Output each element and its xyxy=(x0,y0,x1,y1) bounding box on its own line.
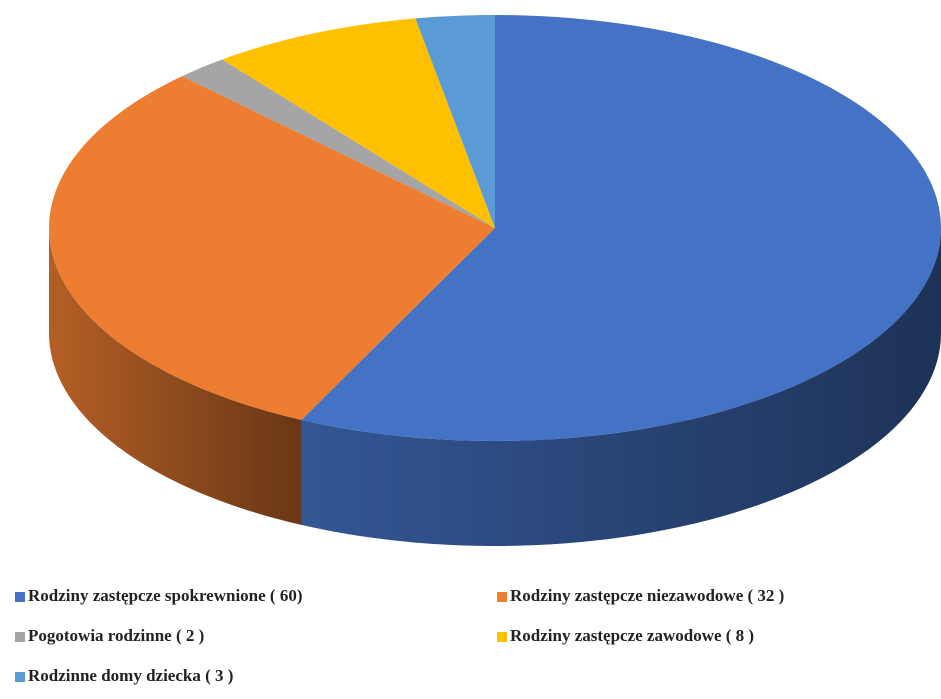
legend-swatch xyxy=(15,592,25,602)
slice-side-shade xyxy=(301,228,941,546)
legend-label: Rodzinne domy dziecka ( 3 ) xyxy=(28,666,233,685)
legend-label: Rodziny zastępcze spokrewnione ( 60) xyxy=(28,586,303,605)
legend-swatch xyxy=(497,592,507,602)
slice-side-shade xyxy=(49,228,302,525)
legend: Rodziny zastępcze spokrewnione ( 60) Rodz… xyxy=(15,586,784,685)
legend-swatch xyxy=(15,672,25,682)
slice xyxy=(181,59,495,229)
legend-label: Pogotowia rodzinne ( 2 ) xyxy=(28,626,204,645)
pie xyxy=(49,15,941,546)
slice xyxy=(49,76,495,420)
slice xyxy=(301,15,941,441)
legend-swatch xyxy=(15,632,25,642)
legend-label: Rodziny zastępcze niezawodowe ( 32 ) xyxy=(510,586,784,605)
slice xyxy=(222,18,495,228)
legend-swatch xyxy=(497,632,507,642)
slice xyxy=(415,15,495,228)
legend-label: Rodziny zastępcze zawodowe ( 8 ) xyxy=(510,626,754,645)
